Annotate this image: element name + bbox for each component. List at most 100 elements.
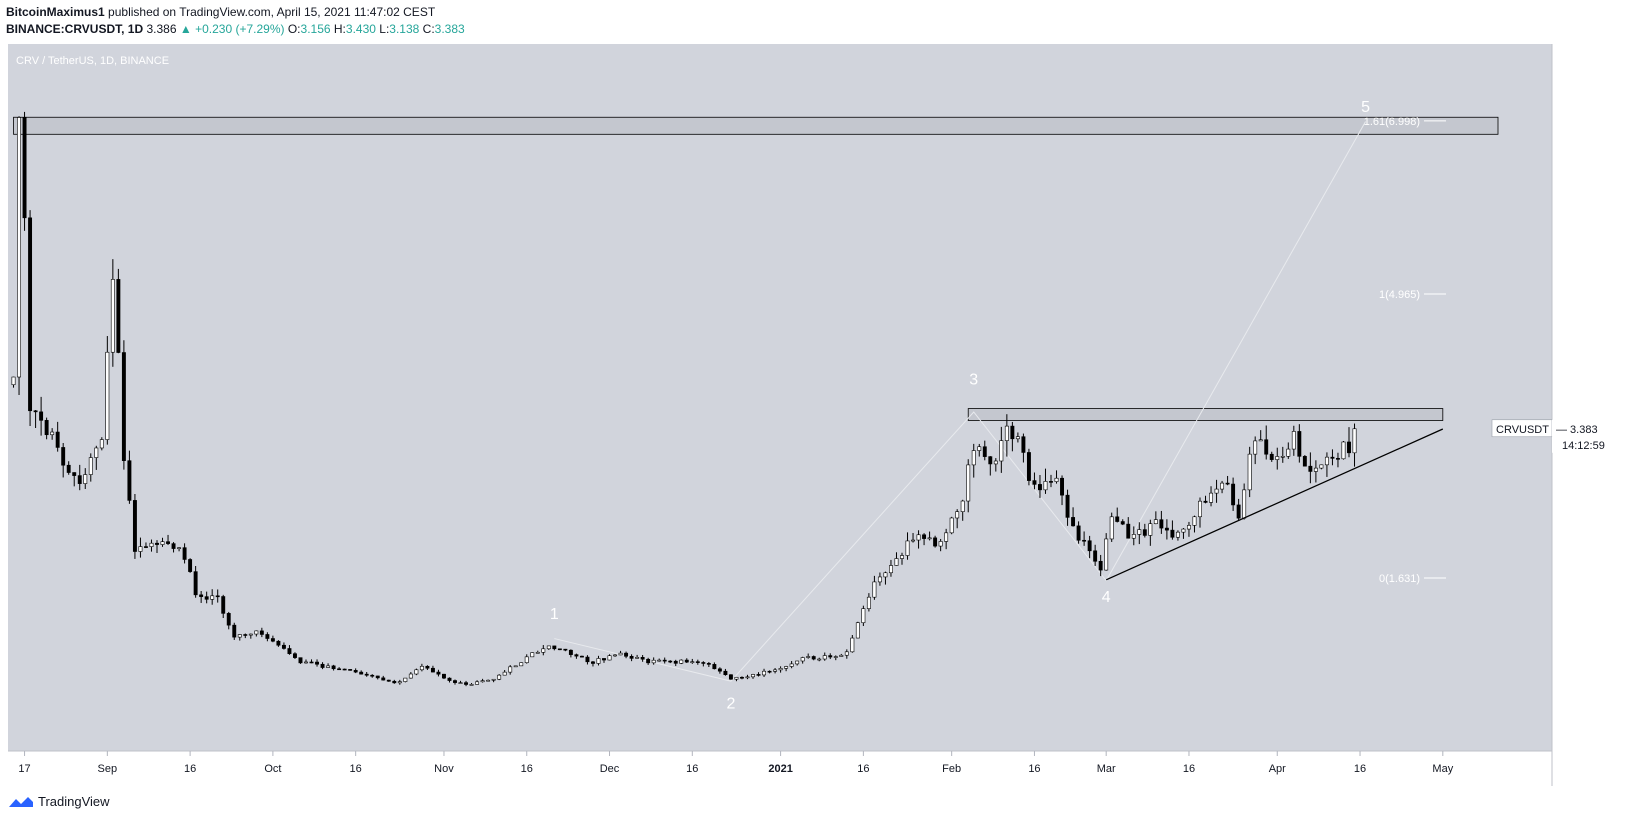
candle-body (861, 608, 866, 624)
candle-body (105, 351, 110, 440)
candle-body (188, 559, 193, 572)
candle-body (287, 648, 292, 654)
price-tick-label: 7.000 (1568, 116, 1596, 128)
candle-body (850, 637, 855, 653)
candle-body (215, 595, 220, 598)
candle-body (1175, 531, 1180, 538)
candle-body (1236, 504, 1241, 519)
resistance-zone-upper (13, 116, 1499, 135)
candle-body (359, 671, 364, 675)
candle-body (348, 669, 353, 671)
candle-body (199, 594, 204, 597)
last-price-group: CRVUSDT — 3.383 14:12:59 (1491, 419, 1627, 453)
candle-body (144, 546, 148, 548)
candle-body (265, 634, 270, 639)
candle-body (1192, 516, 1197, 526)
candle-body (822, 655, 827, 660)
candle-body (883, 572, 888, 578)
candle-body (795, 660, 800, 665)
candle-body (182, 547, 187, 560)
candle-body (762, 670, 766, 676)
candle-body (905, 540, 910, 556)
plot-area[interactable] (8, 44, 1552, 751)
price-chart[interactable]: CRV / TetherUS, 1D, BINANCE USDT 7.5007.… (0, 0, 1627, 786)
candle-body (127, 460, 132, 501)
candle-body (806, 656, 811, 658)
candle-body (259, 630, 264, 635)
candle-body (911, 539, 915, 542)
candle-body (1043, 481, 1048, 491)
candle-body (1203, 500, 1208, 503)
candle-body (999, 440, 1004, 462)
candle-body (833, 656, 838, 658)
candle-body (116, 279, 121, 353)
candle-body (552, 645, 557, 650)
time-axis[interactable]: 17 Sep 16 Oct 16 Nov 16 Dec 16 2021 16 Feb 16 Mar 16 Ap… (18, 751, 1454, 775)
candle-body (221, 596, 226, 614)
candle-body (177, 547, 182, 549)
candle-body (872, 581, 877, 598)
candle-body (1148, 523, 1153, 536)
candle-body (784, 666, 789, 669)
candle-body (1093, 550, 1098, 562)
candle-body (1060, 477, 1064, 496)
candle-body (138, 546, 143, 552)
candle-body (386, 679, 391, 682)
candle-body (121, 352, 126, 461)
candle-body (778, 668, 783, 671)
candle-body (1297, 431, 1302, 457)
tradingview-logo[interactable]: TradingView (8, 794, 110, 809)
chart-footer: TradingView (0, 786, 1627, 819)
price-axis-unit: USDT (1568, 54, 1598, 66)
low-value: 3.138 (389, 22, 420, 36)
candle-body (1247, 453, 1252, 491)
candle-body (982, 446, 987, 457)
published-text: published on TradingView.com, April 15, … (108, 5, 436, 19)
candle-body (828, 655, 833, 658)
candle-body (1010, 425, 1015, 440)
candle-body (971, 450, 976, 466)
candle-body (430, 667, 435, 673)
candle-body (1347, 441, 1351, 454)
candle-body (442, 673, 446, 679)
candle-body (789, 663, 794, 667)
candle-body (673, 660, 678, 664)
candle-body (1004, 425, 1009, 441)
wave-label-4: 4 (1102, 589, 1111, 606)
candle-body (381, 677, 386, 681)
candle-body (541, 648, 546, 653)
candle-body (1225, 482, 1230, 485)
time-tick-label: Apr (1269, 763, 1286, 775)
time-tick-label: Sep (98, 763, 118, 775)
time-tick-label: 2021 (768, 763, 792, 775)
candle-body (497, 674, 502, 680)
candle-body (425, 665, 430, 669)
candle-body (1302, 456, 1307, 467)
candle-body (298, 657, 303, 664)
candle-body (1038, 484, 1042, 491)
wave-path-line (554, 121, 1366, 682)
candle-body (491, 678, 496, 681)
candle-body (1049, 481, 1053, 483)
time-tick-label: 17 (18, 763, 30, 775)
candle-body (397, 681, 402, 684)
candle-body (568, 649, 573, 655)
candle-body (171, 543, 176, 549)
fib-level-label: 0(1.631) (1379, 573, 1420, 585)
candle-body (403, 677, 408, 682)
candle-body (684, 659, 689, 663)
author-name[interactable]: BitcoinMaximus1 (6, 5, 105, 19)
candle-body (480, 680, 485, 683)
price-tick-label: 4.000 (1568, 371, 1596, 383)
symbol-name[interactable]: BINANCE:CRVUSDT, 1D (6, 22, 144, 36)
resistance-zone-lower (967, 408, 1444, 421)
candle-body (1231, 483, 1236, 506)
candle-body (1264, 439, 1269, 455)
candles (11, 111, 1357, 687)
candle-body (949, 517, 954, 534)
price-axis[interactable]: 7.500 7.000 6.500 6.000 5.500 5.000 4.500 4.000… (1568, 73, 1596, 724)
candle-body (1220, 482, 1225, 490)
chart-title: CRV / TetherUS, 1D, BINANCE (16, 55, 169, 67)
candle-body (364, 673, 369, 676)
time-tick-label: 16 (857, 763, 869, 775)
